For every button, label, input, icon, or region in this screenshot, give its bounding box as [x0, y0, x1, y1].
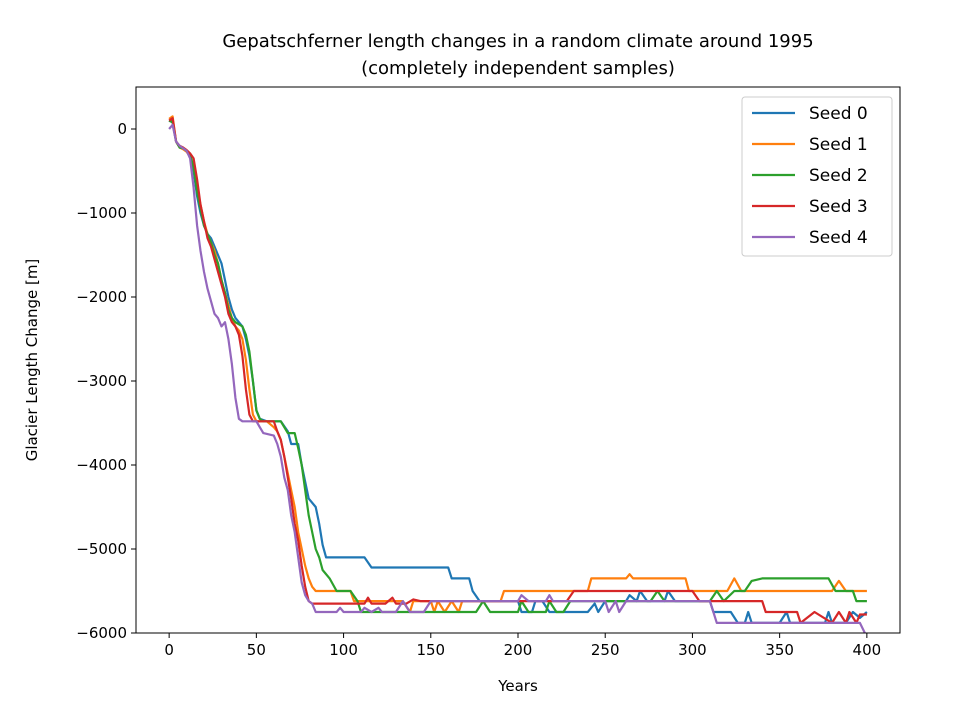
x-tick-label-3: 150	[416, 641, 445, 659]
chart-title-line1: Gepatschferner length changes in a rando…	[222, 31, 813, 52]
series-layer	[168, 115, 868, 633]
x-tick-label-0: 0	[164, 641, 174, 659]
x-tick-label-4: 200	[504, 641, 533, 659]
series-line-3	[168, 117, 867, 624]
series-line-2	[168, 119, 867, 614]
y-tick-label-5: −1000	[76, 204, 127, 222]
x-axis: 0 50 100 150 200 250 300 350 400	[164, 633, 881, 659]
x-axis-label: Years	[497, 677, 538, 695]
legend-box	[741, 96, 893, 257]
legend-label-2: Seed 2	[809, 166, 868, 186]
chart-title-line2: (completely independent samples)	[361, 58, 675, 79]
legend-label-0: Seed 0	[809, 104, 868, 124]
x-tick-label-6: 300	[678, 641, 707, 659]
y-tick-label-2: −4000	[76, 456, 127, 474]
x-tick-label-5: 250	[591, 641, 620, 659]
x-tick-label-8: 400	[853, 641, 882, 659]
legend-label-4: Seed 4	[809, 228, 868, 248]
y-tick-label-0: −6000	[76, 624, 127, 642]
x-tick-label-1: 50	[247, 641, 266, 659]
legend-label-1: Seed 1	[809, 135, 868, 155]
series-line-0	[168, 119, 868, 624]
legend: Seed 0 Seed 1 Seed 2 Seed 3 Seed 4	[741, 96, 893, 257]
y-tick-label-3: −3000	[76, 372, 127, 390]
x-tick-label-2: 100	[329, 641, 358, 659]
y-tick-label-1: −5000	[76, 540, 127, 558]
series-line-4	[168, 123, 867, 633]
legend-label-3: Seed 3	[809, 197, 868, 217]
y-tick-label-4: −2000	[76, 288, 127, 306]
x-tick-label-7: 350	[765, 641, 794, 659]
y-axis: −6000 −5000 −4000 −3000 −2000 −1000 0	[76, 120, 136, 642]
y-axis-label: Glacier Length Change [m]	[23, 259, 41, 462]
y-tick-label-6: 0	[117, 120, 127, 138]
